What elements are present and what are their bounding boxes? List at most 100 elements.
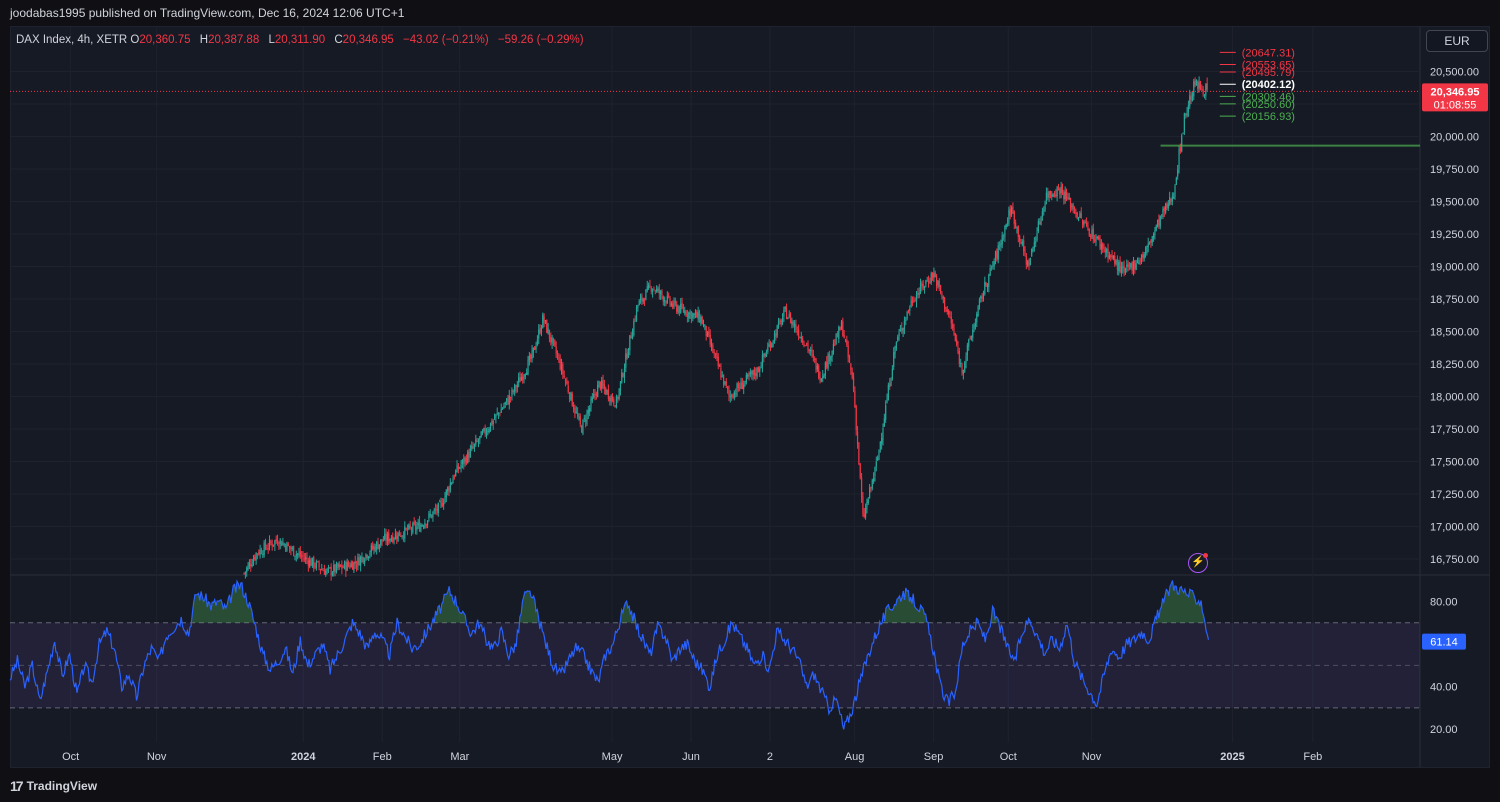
candle-body <box>388 532 390 542</box>
candle-body <box>706 331 709 337</box>
candle-body <box>610 395 612 403</box>
candle-body <box>326 569 328 571</box>
candle-body <box>310 559 312 566</box>
price-level-label: (20647.31) <box>1242 47 1295 59</box>
candle-body <box>702 324 705 326</box>
candle-body <box>523 375 525 379</box>
candle-body <box>398 530 401 537</box>
candle-body <box>970 336 973 339</box>
candle-body <box>940 285 942 293</box>
candle-body <box>279 539 281 545</box>
candle-body <box>1096 236 1098 238</box>
candle-body <box>1131 262 1133 271</box>
price-tick-label: 19,250.00 <box>1430 229 1479 241</box>
candle-body <box>635 307 638 321</box>
candle-body <box>637 305 639 308</box>
candle-body <box>708 331 710 336</box>
candle-body <box>787 317 789 320</box>
candle-body <box>266 548 268 550</box>
candle-body <box>641 295 643 302</box>
candle-body <box>396 535 398 539</box>
candle-body <box>258 552 260 555</box>
candle-body <box>350 563 352 568</box>
candle-body <box>716 353 718 358</box>
candle-body <box>591 397 593 401</box>
candle-body <box>593 394 595 398</box>
candle-body <box>460 464 462 468</box>
candle-body <box>386 533 388 542</box>
candle-body <box>757 367 760 373</box>
candle-body <box>1079 213 1081 218</box>
candle-body <box>552 337 555 342</box>
candle-body <box>1182 132 1184 134</box>
candle-body <box>369 553 371 556</box>
candle-body <box>613 399 615 405</box>
candle-body <box>362 557 364 563</box>
candle-body <box>287 544 289 546</box>
candle-body <box>603 384 605 389</box>
candle-body <box>788 314 790 317</box>
candle-body <box>1193 81 1195 97</box>
candle-body <box>922 284 924 289</box>
candle-body <box>611 394 614 401</box>
candle-body <box>656 288 658 292</box>
candle-body <box>743 384 745 389</box>
candle-body <box>1017 226 1019 238</box>
candle-body <box>286 542 288 552</box>
candle-body <box>795 323 797 331</box>
candle-body <box>1202 89 1204 95</box>
candle-body <box>451 482 453 485</box>
candle-body <box>248 562 251 567</box>
candle-body <box>748 373 750 377</box>
candle-body <box>488 429 490 432</box>
candle-body <box>823 374 825 378</box>
price-tick-label: 18,250.00 <box>1430 359 1479 371</box>
candle-body <box>764 354 766 356</box>
candle-body <box>455 470 457 476</box>
candle-body <box>736 384 738 396</box>
candle-body <box>447 487 449 492</box>
rsi-tick-label: 20.00 <box>1430 724 1458 736</box>
candle-body <box>621 372 623 383</box>
candle-body <box>731 394 733 398</box>
candle-body <box>562 364 564 375</box>
candle-body <box>355 565 358 567</box>
candle-body <box>827 353 829 369</box>
candle-body <box>579 416 581 425</box>
candle-body <box>1142 254 1144 258</box>
candle-body <box>420 525 422 532</box>
candle-body <box>282 542 284 545</box>
candle-body <box>1028 263 1030 267</box>
candle-body <box>305 557 307 560</box>
candle-body <box>864 508 867 517</box>
candle-body <box>1045 192 1048 201</box>
candle-body <box>381 539 383 542</box>
candle-body <box>1148 242 1151 244</box>
candle-body <box>789 313 792 324</box>
price-tick-label: 18,500.00 <box>1430 327 1479 339</box>
candle-body <box>914 300 916 302</box>
candle-body <box>929 282 931 284</box>
candle-body <box>485 432 488 436</box>
candle-body <box>649 284 651 287</box>
candle-body <box>958 350 960 365</box>
flash-icon[interactable]: ⚡ <box>1188 553 1208 573</box>
candle-body <box>733 391 735 398</box>
price-tick-label: 19,500.00 <box>1430 197 1479 209</box>
candle-body <box>278 545 280 547</box>
candle-body <box>335 563 338 572</box>
candle-body <box>882 428 884 440</box>
candle-body <box>1140 254 1143 260</box>
time-tick-label: Aug <box>845 751 865 763</box>
candle-body <box>1055 194 1057 197</box>
candle-body <box>1203 94 1206 97</box>
candle-body <box>891 368 893 379</box>
candle-body <box>674 301 676 304</box>
currency-button[interactable]: EUR <box>1426 30 1488 52</box>
rsi-tick-label: 40.00 <box>1430 682 1458 694</box>
candle-body <box>658 288 660 294</box>
candle-body <box>784 307 786 310</box>
candle-body <box>1158 218 1160 226</box>
candle-body <box>877 458 879 460</box>
